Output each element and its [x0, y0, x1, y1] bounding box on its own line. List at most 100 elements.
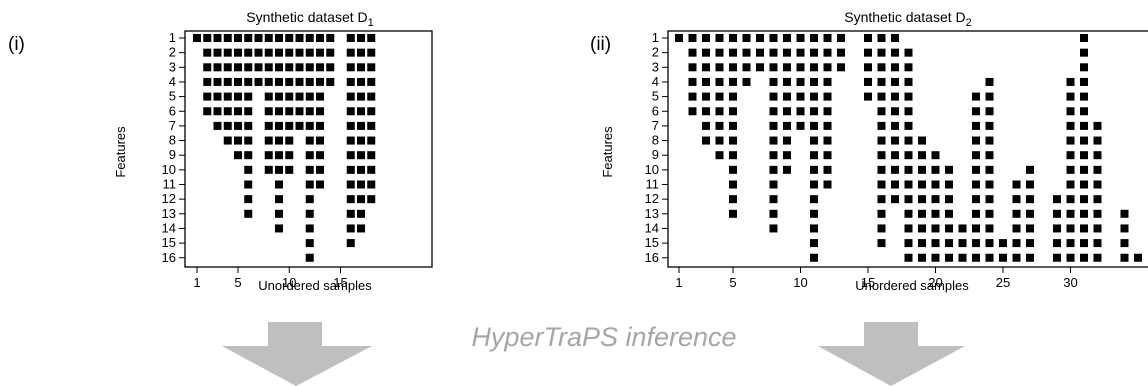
data-cell — [688, 63, 697, 72]
data-cell — [1080, 92, 1088, 101]
data-cell — [295, 121, 304, 130]
data-cell — [904, 239, 913, 248]
data-cell — [810, 121, 818, 130]
data-cell — [1012, 253, 1021, 262]
data-cell — [796, 77, 805, 86]
data-cell — [877, 239, 886, 248]
data-cell — [264, 34, 273, 42]
plot-frame — [184, 30, 433, 268]
data-cell — [702, 92, 710, 101]
data-cell — [688, 92, 697, 101]
panel-2-ylabel: Features — [600, 126, 615, 178]
data-cell — [918, 253, 926, 262]
data-cell — [1080, 77, 1088, 86]
data-cell — [213, 34, 222, 42]
data-cell — [783, 48, 791, 57]
data-cell — [931, 224, 940, 233]
data-cell — [985, 107, 994, 116]
data-cell — [756, 48, 764, 57]
data-cell — [810, 48, 818, 57]
data-cell — [702, 34, 710, 42]
data-cell — [357, 48, 365, 57]
data-cell — [769, 195, 778, 204]
y-tick-label: 2 — [169, 45, 176, 60]
data-cell — [1120, 239, 1129, 248]
y-tick-label: 1 — [169, 30, 176, 45]
data-cell — [715, 34, 724, 42]
data-cell — [1093, 136, 1102, 145]
data-cell — [346, 224, 355, 233]
data-cell — [985, 151, 994, 160]
data-cell — [729, 107, 737, 116]
data-cell — [275, 195, 283, 204]
data-cell — [305, 121, 314, 130]
data-cell — [357, 180, 365, 189]
data-cell — [810, 107, 818, 116]
data-cell — [1066, 151, 1075, 160]
data-cell — [999, 239, 1007, 248]
data-cell — [346, 34, 355, 42]
panel-2-label: (ii) — [590, 34, 611, 55]
data-cell — [729, 151, 737, 160]
y-tick-label: 11 — [163, 177, 177, 192]
data-cell — [931, 209, 940, 218]
data-cell — [254, 48, 263, 57]
data-cell — [864, 63, 872, 72]
data-cell — [985, 224, 994, 233]
data-cell — [295, 48, 304, 57]
data-cell — [264, 121, 273, 130]
x-tick-label: 1 — [193, 275, 200, 290]
data-cell — [756, 63, 764, 72]
data-cell — [203, 77, 212, 86]
data-cell — [769, 77, 778, 86]
data-cell — [1080, 253, 1088, 262]
data-cell — [945, 239, 953, 248]
data-cell — [688, 48, 697, 57]
data-cell — [864, 34, 872, 42]
data-cell — [904, 107, 913, 116]
data-cell — [904, 77, 913, 86]
data-cell — [213, 121, 222, 130]
data-cell — [305, 253, 314, 262]
data-cell — [244, 63, 253, 72]
data-cell — [769, 136, 778, 145]
y-tick-label: 2 — [652, 45, 659, 60]
data-cell — [357, 195, 365, 204]
data-cell — [264, 165, 273, 174]
data-cell — [1026, 180, 1034, 189]
data-cell — [931, 180, 940, 189]
data-cell — [1080, 151, 1088, 160]
data-cell — [305, 136, 314, 145]
data-cell — [305, 239, 314, 248]
data-cell — [769, 48, 778, 57]
data-cell — [823, 121, 832, 130]
data-cell — [769, 92, 778, 101]
data-cell — [1093, 224, 1102, 233]
data-cell — [244, 34, 253, 42]
y-tick-label: 7 — [652, 118, 659, 133]
data-cell — [823, 165, 832, 174]
data-cell — [1066, 253, 1075, 262]
data-cell — [702, 48, 710, 57]
data-cell — [346, 63, 355, 72]
data-cell — [275, 63, 283, 72]
data-cell — [264, 92, 273, 101]
data-cell — [877, 121, 886, 130]
data-cell — [729, 121, 737, 130]
data-cell — [904, 180, 913, 189]
data-cell — [357, 77, 365, 86]
data-cell — [305, 195, 314, 204]
data-cell — [346, 121, 355, 130]
data-cell — [918, 180, 926, 189]
data-cell — [810, 92, 818, 101]
data-cell — [234, 48, 242, 57]
data-cell — [367, 136, 376, 145]
data-cell — [305, 34, 314, 42]
data-cell — [1066, 180, 1075, 189]
data-cell — [729, 180, 737, 189]
data-cell — [223, 121, 232, 130]
y-tick-label: 5 — [169, 89, 176, 104]
data-cell — [810, 34, 818, 42]
data-cell — [1012, 224, 1021, 233]
data-cell — [810, 180, 818, 189]
